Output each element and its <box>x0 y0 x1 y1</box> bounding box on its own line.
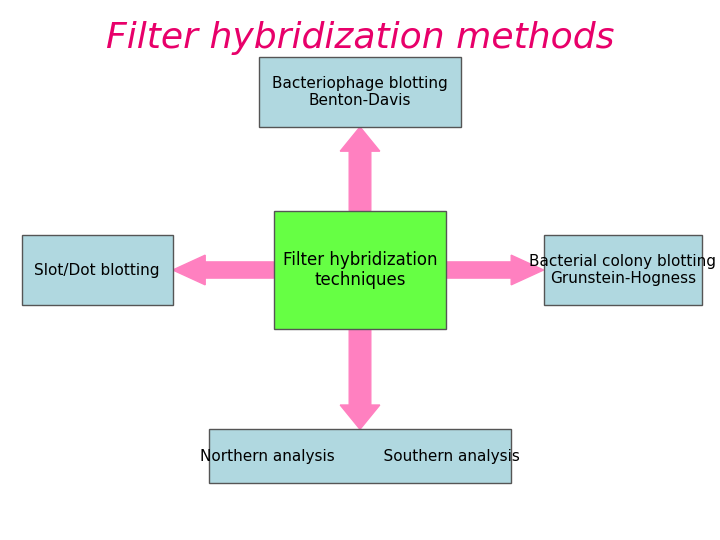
FancyBboxPatch shape <box>259 57 461 127</box>
FancyBboxPatch shape <box>544 235 702 305</box>
Text: Bacterial colony blotting
Grunstein-Hogness: Bacterial colony blotting Grunstein-Hogn… <box>529 254 716 286</box>
FancyArrow shape <box>340 127 380 211</box>
FancyArrow shape <box>173 255 274 285</box>
FancyArrow shape <box>446 255 544 285</box>
FancyBboxPatch shape <box>209 429 511 483</box>
Text: Northern analysis          Southern analysis: Northern analysis Southern analysis <box>200 449 520 464</box>
FancyBboxPatch shape <box>22 235 173 305</box>
Text: Bacteriophage blotting
Benton-Davis: Bacteriophage blotting Benton-Davis <box>272 76 448 108</box>
Text: Filter hybridization methods: Filter hybridization methods <box>106 21 614 55</box>
Text: Filter hybridization
techniques: Filter hybridization techniques <box>283 251 437 289</box>
Text: Slot/Dot blotting: Slot/Dot blotting <box>35 262 160 278</box>
FancyBboxPatch shape <box>274 211 446 329</box>
FancyArrow shape <box>340 329 380 429</box>
